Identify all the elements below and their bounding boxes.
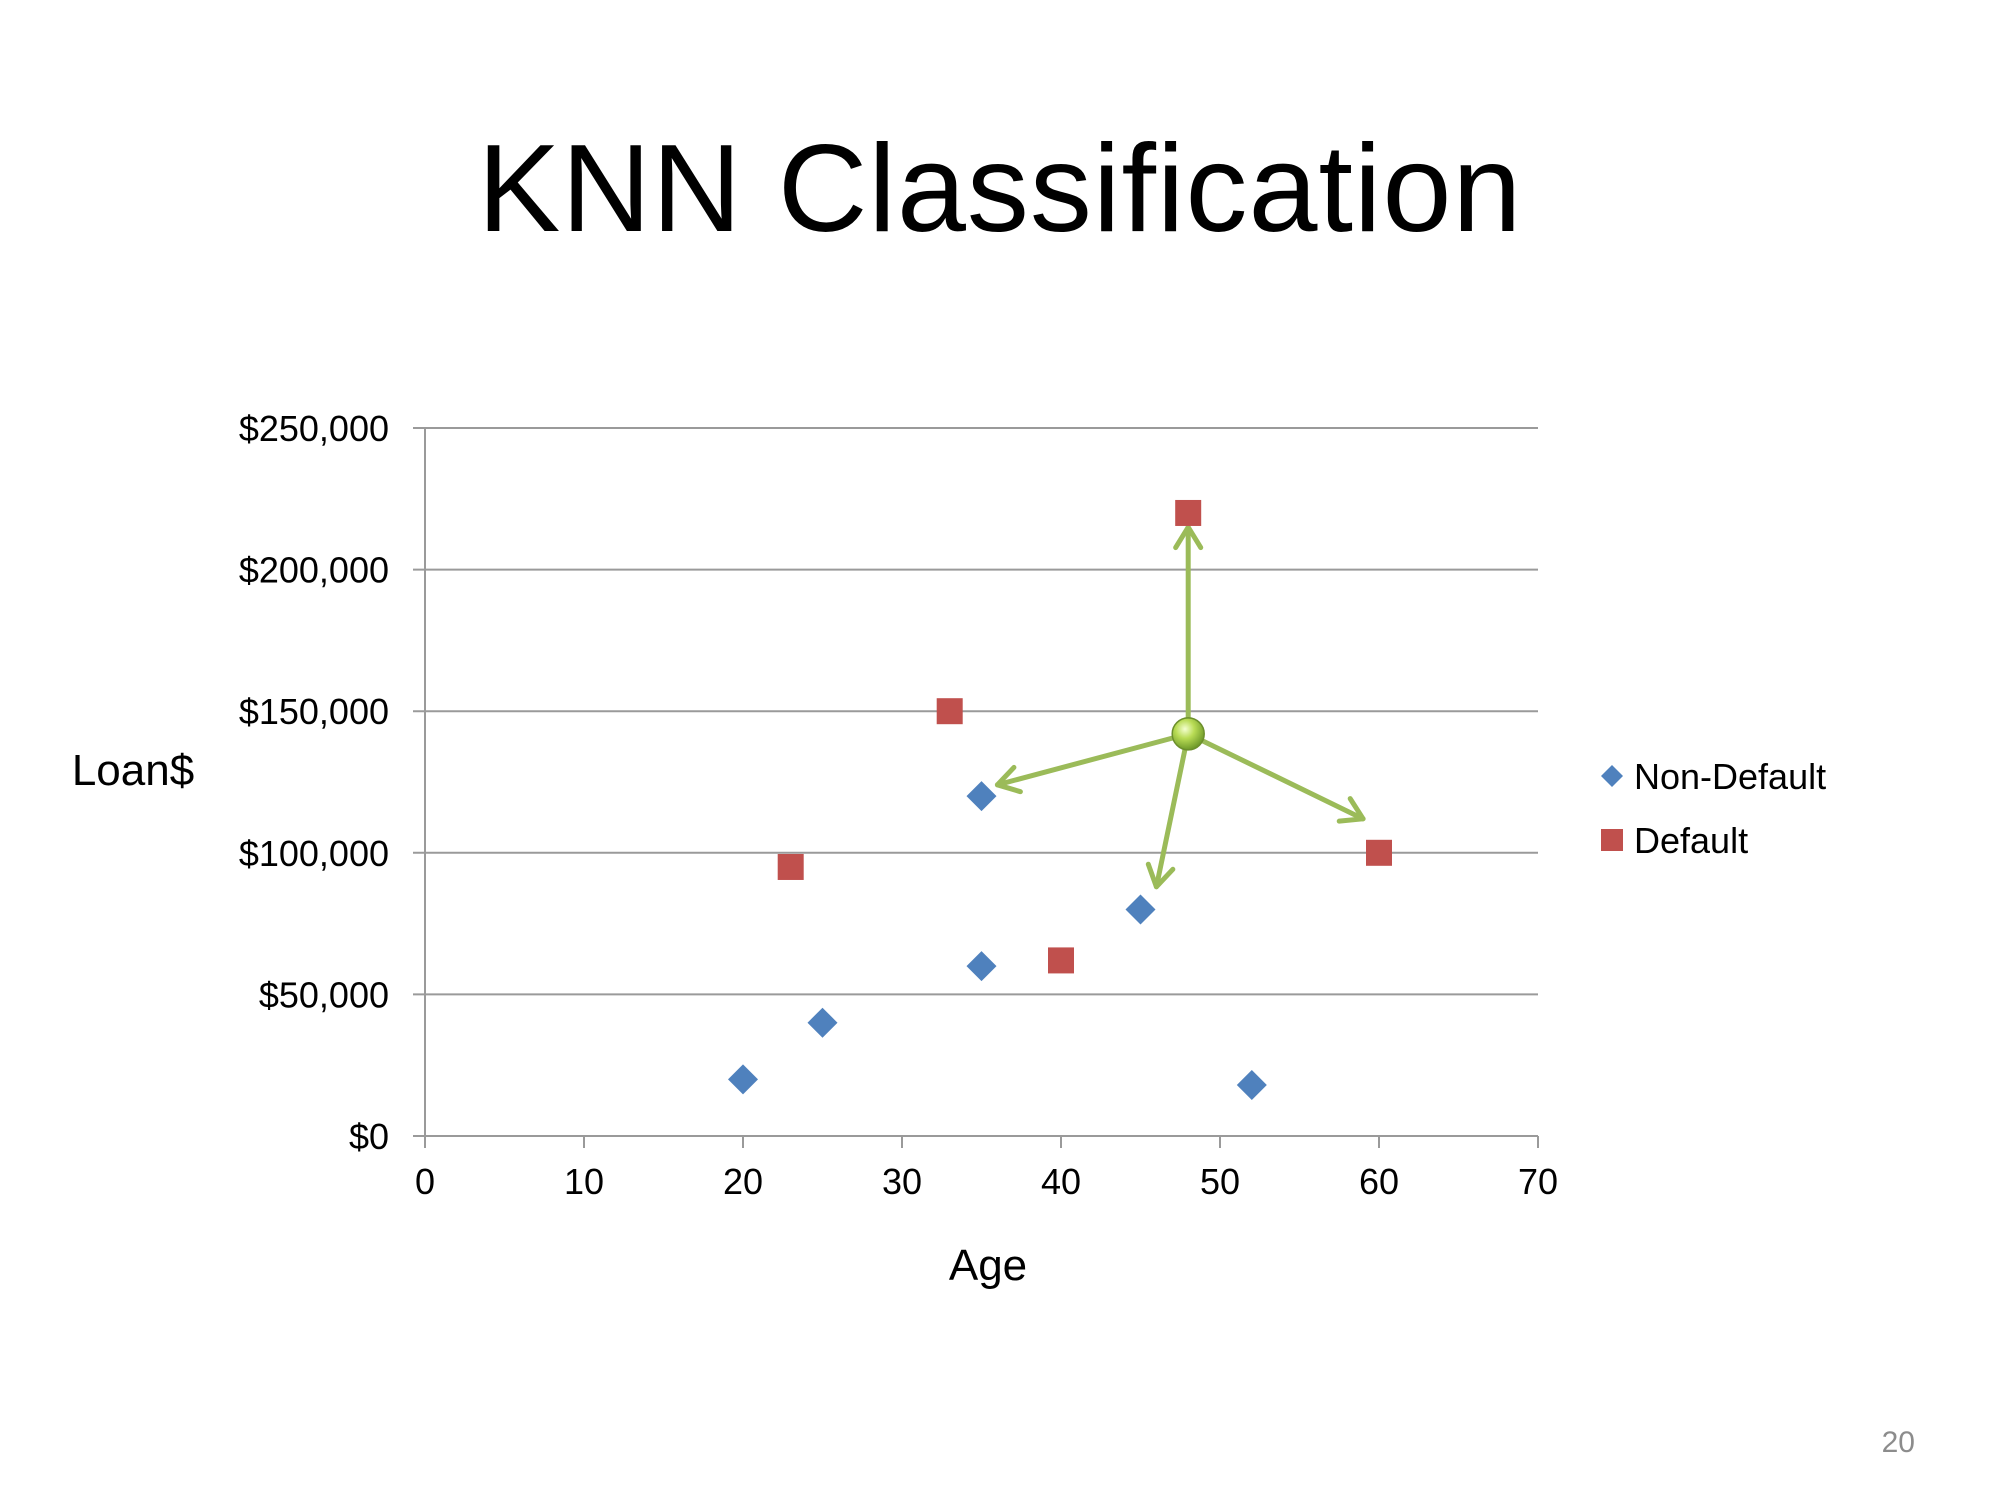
non-default-point (1236, 1070, 1267, 1101)
neighbor-arrow-2 (1145, 731, 1191, 890)
y-tick-label-0: $0 (349, 1116, 389, 1157)
neighbor-arrow-head-0 (1173, 524, 1204, 551)
default-point (1048, 947, 1074, 974)
non-default-point (728, 1064, 758, 1095)
non-default-point (966, 951, 997, 982)
x-tick-label-1: 10 (564, 1161, 604, 1202)
x-tick-label-7: 70 (1518, 1161, 1558, 1202)
x-tick-label-2: 20 (723, 1161, 763, 1202)
neighbor-arrow-shaft-1 (994, 731, 1191, 788)
x-tick-label-5: 50 (1200, 1161, 1240, 1202)
default-point (777, 853, 804, 880)
neighbor-arrow-shaft-2 (1153, 731, 1191, 890)
y-tick-label-2: $100,000 (239, 833, 389, 874)
default-point (936, 698, 963, 725)
query-point-layer (1171, 717, 1205, 751)
slide-title: KNN Classification (477, 120, 1523, 258)
x-axis-title: Age (949, 1241, 1027, 1290)
legend-marker-default (1601, 829, 1623, 851)
x-tick-label-3: 30 (882, 1161, 922, 1202)
neighbor-arrow-1 (994, 731, 1191, 795)
y-tick-label-1: $50,000 (259, 974, 389, 1015)
neighbor-arrow-3 (1185, 731, 1366, 824)
x-tick-label-6: 60 (1359, 1161, 1399, 1202)
legend-marker-non-default (1601, 765, 1623, 787)
axes (424, 428, 1539, 1148)
data-points (728, 499, 1392, 1101)
y-tick-label-3: $150,000 (239, 691, 389, 732)
y-tick-label-5: $250,000 (239, 408, 389, 449)
y-tick-label-4: $200,000 (239, 550, 389, 591)
legend: Non-Default Default (1601, 756, 1826, 861)
neighbor-arrows (994, 524, 1366, 890)
legend-label-default: Default (1634, 820, 1748, 861)
query-point (1171, 717, 1205, 751)
non-default-point (807, 1007, 838, 1038)
default-point (1366, 839, 1392, 866)
neighbor-arrow-0 (1173, 524, 1204, 737)
tick-labels: $0 $50,000 $100,000 $150,000 $200,000 $250,00… (239, 408, 1558, 1202)
neighbor-arrow-head-1 (994, 764, 1023, 795)
x-tick-label-0: 0 (415, 1161, 435, 1202)
non-default-point (966, 781, 997, 812)
neighbor-arrow-shaft-3 (1185, 731, 1366, 822)
x-tick-label-4: 40 (1041, 1161, 1081, 1202)
legend-label-non-default: Non-Default (1634, 756, 1826, 797)
non-default-point (1125, 894, 1156, 925)
neighbor-arrow-head-3 (1336, 796, 1366, 824)
y-axis-title: Loan$ (72, 746, 194, 795)
default-point (1175, 499, 1202, 526)
page-number: 20 (1881, 1426, 1915, 1459)
gridlines (413, 427, 1538, 1137)
neighbor-arrow-head-2 (1145, 861, 1176, 890)
